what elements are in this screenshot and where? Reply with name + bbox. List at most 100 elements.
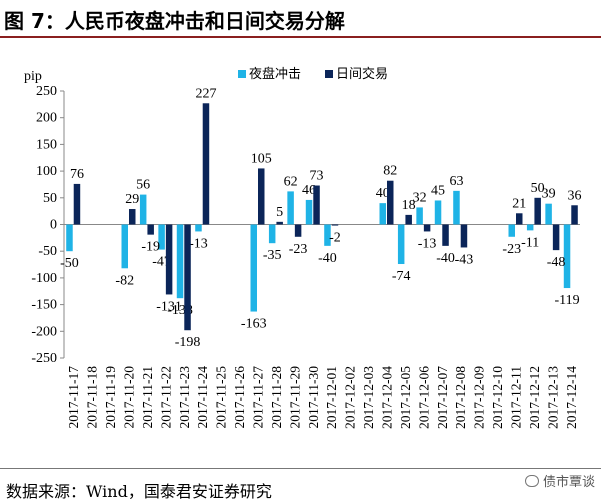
bar-night [453, 190, 460, 225]
y-tick-label: 150 [36, 137, 57, 152]
data-label: 5 [276, 205, 283, 220]
bar-night [324, 224, 331, 246]
x-tick-label: 2017-12-06 [416, 366, 431, 429]
data-label: 105 [251, 151, 272, 166]
x-tick-label: 2017-12-12 [527, 366, 542, 429]
bar-night [563, 224, 571, 289]
data-label: -35 [263, 248, 282, 263]
x-tick-label: 2017-12-08 [453, 366, 468, 429]
data-label: 227 [195, 86, 216, 101]
bar-night [434, 200, 442, 225]
y-tick-label: 0 [50, 218, 57, 233]
bar-day [276, 221, 283, 225]
bar-day [313, 185, 320, 225]
bar-night [397, 224, 405, 265]
data-label: -23 [289, 242, 308, 257]
bar-night [195, 224, 202, 232]
bar-day [165, 224, 173, 295]
bar-night [508, 224, 515, 237]
data-label: -82 [115, 273, 134, 288]
data-label: -50 [60, 256, 79, 271]
bar-night [66, 224, 73, 252]
title-bar: 图 7：人民币夜盘冲击和日间交易分解 [0, 0, 601, 38]
bar-night [139, 194, 147, 225]
data-label: -13 [418, 236, 437, 251]
bar-day [552, 224, 560, 251]
legend-swatch-night [238, 70, 246, 78]
bar-day [423, 224, 431, 232]
data-label: 76 [70, 167, 84, 182]
data-label: 39 [542, 187, 556, 202]
bar-night [379, 203, 386, 225]
data-label: 40 [376, 186, 390, 201]
y-tick-label: -250 [31, 351, 57, 366]
bar-day [331, 224, 339, 226]
x-tick-label: 2017-11-17 [66, 366, 81, 429]
bar-night [268, 224, 276, 244]
data-label: -74 [392, 269, 411, 284]
data-label: -198 [175, 335, 201, 350]
data-label: 21 [512, 196, 526, 211]
wechat-icon [524, 474, 539, 487]
bar-day [442, 224, 449, 246]
data-label: -40 [436, 251, 455, 266]
bar-day [405, 214, 412, 225]
y-axis-label: pip [24, 69, 42, 84]
data-label: -43 [455, 252, 474, 267]
x-tick-label: 2017-11-21 [140, 366, 155, 429]
bar-night [305, 199, 313, 225]
y-tick-label: -150 [31, 298, 57, 313]
x-tick-label: 2017-11-25 [214, 366, 229, 429]
y-tick-label: 50 [43, 191, 57, 206]
bar-day [387, 180, 394, 225]
x-tick-label: 2017-11-22 [158, 366, 173, 429]
data-label: -40 [318, 251, 337, 266]
x-tick-label: 2017-12-11 [509, 366, 524, 429]
bar-day [258, 168, 265, 225]
bar-night [526, 224, 534, 231]
bar-night [416, 207, 423, 225]
bar-day [460, 224, 468, 248]
bar-night [158, 224, 165, 250]
source-bar: 数据来源：Wind，国泰君安证券研究 债市覃谈 [0, 468, 601, 504]
data-label: 62 [284, 174, 298, 189]
bar-day [73, 183, 81, 225]
data-label: -23 [502, 242, 521, 257]
data-label: -19 [141, 240, 160, 255]
data-label: -13 [189, 236, 208, 251]
watermark: 债市覃谈 [524, 471, 595, 490]
x-tick-label: 2017-12-09 [472, 366, 487, 429]
y-tick-label: -50 [38, 244, 57, 259]
bar-chart: -250-200-150-100-50050100150200250pip201… [24, 66, 582, 429]
y-tick-label: -200 [31, 324, 57, 339]
data-label: 56 [136, 178, 150, 193]
x-tick-label: 2017-11-27 [251, 366, 266, 429]
x-tick-label: 2017-11-19 [103, 366, 118, 429]
legend-label: 夜盘冲击 [249, 66, 301, 82]
data-label: -163 [241, 317, 267, 332]
bar-night [121, 224, 128, 269]
x-tick-label: 2017-11-23 [177, 366, 192, 429]
data-label: 36 [568, 188, 582, 203]
y-tick-label: -100 [31, 271, 57, 286]
bar-day [129, 209, 136, 225]
y-tick-label: 250 [36, 84, 57, 99]
x-tick-label: 2017-12-14 [564, 366, 579, 429]
bar-day [294, 224, 302, 237]
x-tick-label: 2017-11-20 [122, 366, 137, 429]
bar-night [545, 203, 552, 225]
data-label: -11 [521, 235, 539, 250]
data-label: -48 [547, 255, 566, 270]
data-label: 32 [413, 190, 427, 205]
x-tick-label: 2017-12-02 [343, 366, 358, 429]
x-tick-label: 2017-12-07 [435, 366, 450, 429]
x-tick-label: 2017-11-30 [306, 366, 321, 429]
x-tick-label: 2017-11-26 [232, 366, 247, 429]
watermark-text: 债市覃谈 [542, 475, 595, 490]
bar-day [571, 205, 578, 225]
bar-night [176, 224, 184, 299]
data-label: 29 [125, 192, 139, 207]
bar-day [534, 197, 541, 225]
data-label: -2 [329, 231, 341, 246]
data-label: 82 [383, 164, 397, 179]
